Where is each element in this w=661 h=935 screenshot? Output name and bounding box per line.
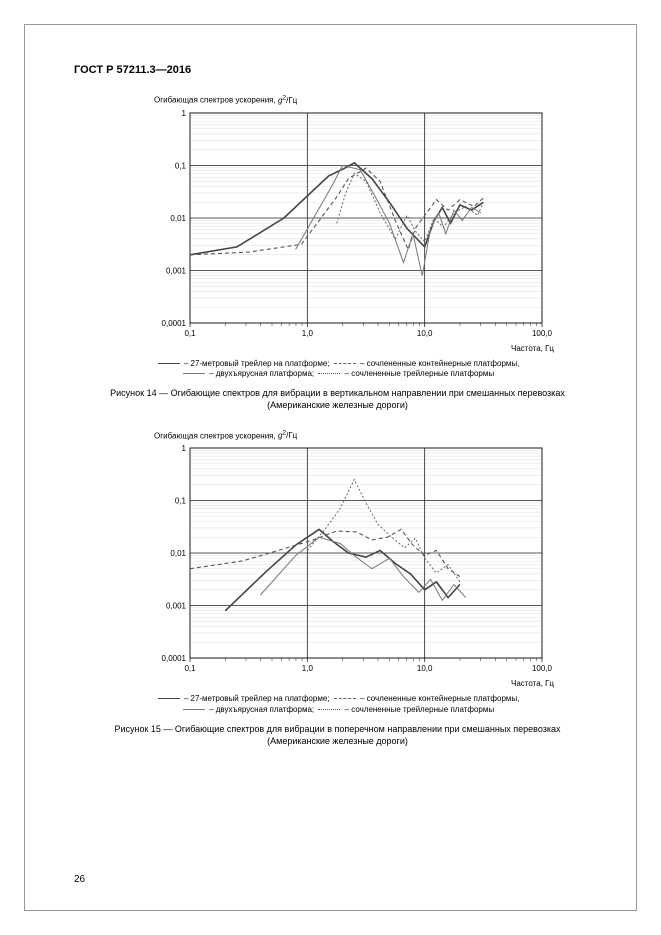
y-axis-label: Огибающая спектров ускорения, g2/Гц [154, 430, 601, 441]
svg-text:10,0: 10,0 [417, 329, 433, 338]
page-number: 26 [74, 874, 85, 885]
svg-text:0,01: 0,01 [170, 549, 186, 558]
figure-15-caption: Рисунок 15 — Огибающие спектров для вибр… [74, 724, 601, 747]
svg-text:0,0001: 0,0001 [162, 654, 187, 663]
svg-text:0,001: 0,001 [166, 266, 187, 275]
chart-15-canvas: 10,10,010,0010,00010,11,010,0100,0 [154, 442, 554, 677]
y-unit: g2/Гц [278, 431, 297, 440]
svg-text:0,1: 0,1 [175, 161, 187, 170]
y-axis-label: Огибающая спектров ускорения, g2/Гц [154, 94, 601, 105]
x-axis-label: Частота, Гц [74, 679, 554, 688]
figure-14: Огибающая спектров ускорения, g2/Гц 1 0,1… [74, 94, 601, 412]
svg-text:0,1: 0,1 [175, 497, 187, 506]
svg-text:10,0: 10,0 [417, 664, 433, 673]
x-axis-label: Частота, Гц [74, 344, 554, 353]
svg-text:1,0: 1,0 [302, 664, 314, 673]
figure-14-caption: Рисунок 14 — Огибающие спектров для вибр… [74, 388, 601, 411]
standard-id: ГОСТ Р 57211.3—2016 [74, 64, 601, 76]
chart-14-canvas: 10,10,010,0010,00010,11,010,0100,0 [154, 107, 554, 342]
svg-text:0,0001: 0,0001 [162, 319, 187, 328]
legend: – 27-метровый трейлер на платформе; – со… [74, 694, 601, 716]
y-unit: g2/Гц [278, 96, 297, 105]
figure-15: Огибающая спектров ускорения, g2/Гц 1 0,1… [74, 430, 601, 748]
svg-text:1: 1 [182, 444, 187, 453]
svg-text:1,0: 1,0 [302, 329, 314, 338]
legend: – 27-метровый трейлер на платформе; – со… [74, 359, 601, 381]
svg-text:100,0: 100,0 [532, 329, 553, 338]
svg-text:100,0: 100,0 [532, 664, 553, 673]
page-content: ГОСТ Р 57211.3—2016 Огибающая спектров у… [74, 64, 601, 765]
svg-text:0,01: 0,01 [170, 214, 186, 223]
svg-text:0,1: 0,1 [184, 664, 196, 673]
svg-text:0,1: 0,1 [184, 329, 196, 338]
svg-text:0,001: 0,001 [166, 602, 187, 611]
svg-text:1: 1 [182, 109, 187, 118]
